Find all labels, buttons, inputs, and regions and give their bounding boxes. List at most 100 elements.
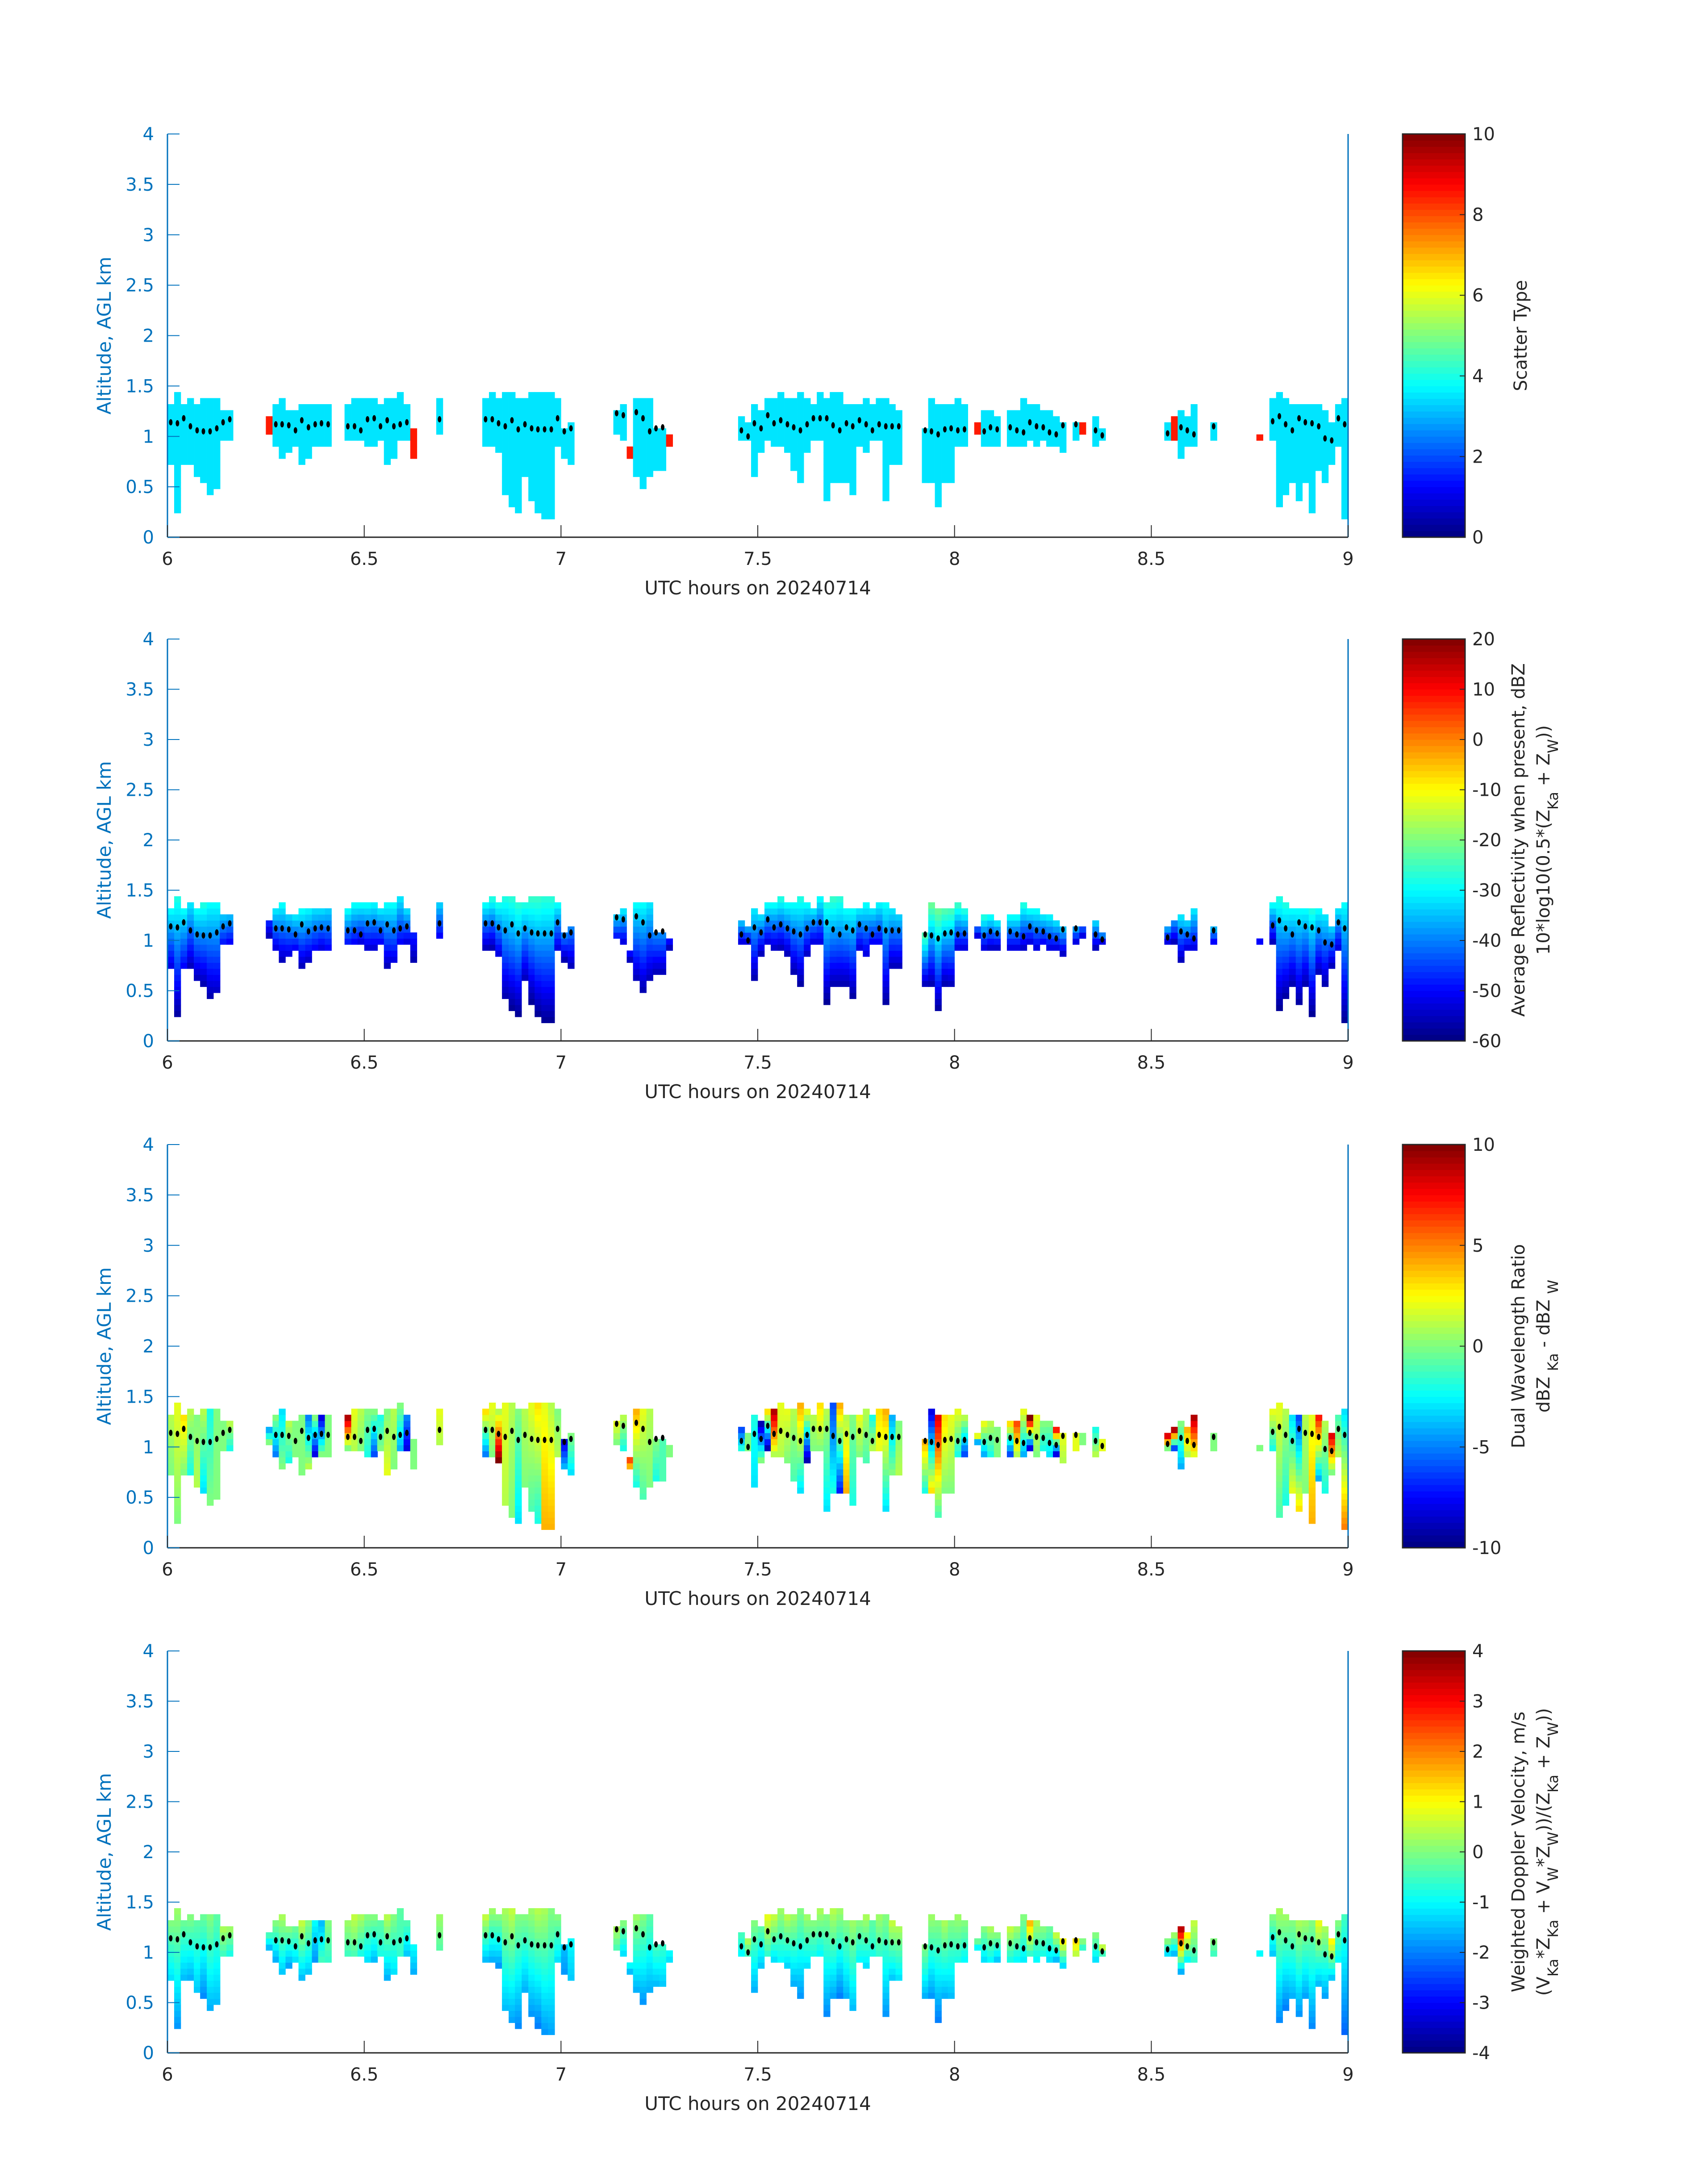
heatmap-cell [633,1968,640,1975]
heatmap-cell [305,920,312,927]
heatmap-cell [403,404,411,411]
heatmap-cell [1341,1475,1349,1482]
heatmap-cell [522,1439,529,1446]
heatmap-cell [200,962,207,969]
heatmap-cell [541,489,548,495]
marker-point [1074,925,1078,932]
heatmap-cell [384,446,391,453]
marker-point [943,930,947,937]
heatmap-cell [830,1475,837,1482]
heatmap-cell [515,1487,522,1494]
marker-point [195,931,199,938]
heatmap-cell [646,938,653,945]
heatmap-cell [279,932,286,939]
heatmap-cell [758,410,765,417]
heatmap-cell [522,446,529,453]
heatmap-cell [174,896,181,903]
heatmap-cell [758,1427,765,1433]
heatmap-cell [869,404,876,411]
heatmap-cell [292,422,299,429]
marker-point [1094,931,1098,938]
heatmap-cell [1092,1445,1099,1451]
heatmap-cell [758,1932,765,1939]
heatmap-cell [541,422,548,429]
heatmap-cell [174,501,181,507]
heatmap-cell [639,1451,647,1458]
heatmap-cell [1315,957,1323,963]
heatmap-cell [279,1956,286,1963]
heatmap-cell [974,1439,981,1446]
heatmap-cell [200,434,207,441]
heatmap-cell [515,1433,522,1439]
heatmap-cell [823,944,831,951]
heatmap-cell [823,1950,831,1957]
heatmap-cell [935,962,942,969]
heatmap-cell [994,1427,1001,1433]
heatmap-cell [568,962,575,969]
heatmap-cell [318,938,325,945]
heatmap-cell [836,1926,844,1933]
heatmap-cell [226,434,234,441]
heatmap-cell [758,944,765,951]
heatmap-cell [371,1439,378,1446]
heatmap-cell [390,1944,398,1951]
marker-point [182,415,186,422]
heatmap-cell [528,938,535,945]
heatmap-cell [646,458,653,465]
heatmap-cell [987,416,994,423]
heatmap-cell [1164,434,1171,441]
heatmap-cell [1308,938,1316,945]
heatmap-cell [830,1421,837,1427]
heatmap-cell [403,1950,411,1957]
heatmap-cell [836,1956,844,1963]
heatmap-cell [174,1463,181,1470]
heatmap-cell [1321,1457,1329,1463]
heatmap-cell [1282,416,1290,423]
heatmap-cell [1282,1415,1290,1421]
heatmap-cell [541,1493,548,1500]
heatmap-cell [817,410,824,417]
heatmap-cell [1184,926,1191,933]
colorbar-swatch [1403,639,1465,646]
heatmap-cell [207,1451,214,1458]
heatmap-cell [639,1944,647,1951]
heatmap-cell [384,1956,391,1963]
colorbar-label: Dual Wavelength Ratio [1508,1244,1529,1448]
heatmap-cell [535,944,542,951]
heatmap-cell [771,1956,778,1963]
heatmap-cell [174,1421,181,1427]
heatmap-cell [1276,471,1283,477]
heatmap-cell [1302,458,1309,465]
marker-point [621,1422,625,1429]
heatmap-cell [351,938,358,945]
heatmap-cell [1282,452,1290,459]
heatmap-cell [1210,1439,1217,1446]
heatmap-cell [928,416,935,423]
heatmap-cell [272,920,280,927]
heatmap-cell [1053,440,1060,447]
marker-point [1317,1433,1321,1440]
x-tick-label: 7.5 [743,549,772,569]
heatmap-cell [1013,914,1021,921]
heatmap-cell [1190,920,1198,927]
marker-point [215,929,219,936]
heatmap-cell [1184,1433,1191,1439]
heatmap-cell [633,1932,640,1939]
marker-point [844,420,848,426]
heatmap-cell [941,464,948,471]
heatmap-cell [364,902,371,909]
heatmap-cell [777,938,785,945]
heatmap-cell [751,446,758,453]
heatmap-cell [535,1427,542,1433]
marker-point [621,412,625,418]
heatmap-cell [541,1017,548,1024]
heatmap-cell [784,1914,791,1921]
heatmap-cell [1321,1463,1329,1470]
heatmap-cell [948,1475,955,1482]
colorbar-swatch [1403,159,1465,166]
heatmap-cell [200,1475,207,1482]
marker-point [1185,931,1189,938]
marker-point [379,927,383,934]
heatmap-cell [515,446,522,453]
heatmap-cell [856,1439,863,1446]
